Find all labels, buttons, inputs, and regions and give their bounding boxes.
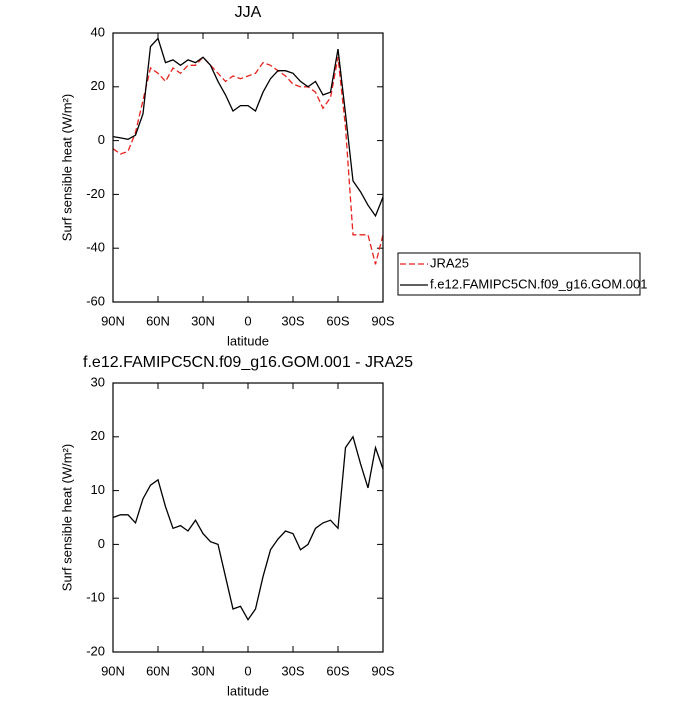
x-tick-label: 90S <box>371 663 394 678</box>
x-axis-label: latitude <box>227 683 269 698</box>
chart-title: f.e12.FAMIPC5CN.f09_g16.GOM.001 - JRA25 <box>83 354 413 371</box>
x-tick-label: 90N <box>101 313 125 328</box>
y-axis-label: Surf sensible heat (W/m²) <box>59 94 74 241</box>
x-tick-label: 30S <box>281 663 304 678</box>
x-tick-label: 30N <box>191 313 215 328</box>
x-tick-label: 90N <box>101 663 125 678</box>
legend-label: JRA25 <box>430 255 469 270</box>
y-tick-label: 30 <box>91 374 105 389</box>
x-tick-label: 60S <box>326 313 349 328</box>
y-tick-label: -40 <box>86 240 105 255</box>
data-line <box>112 37 384 218</box>
data-line <box>112 435 384 621</box>
legend-box <box>397 252 641 296</box>
y-tick-label: 20 <box>91 78 105 93</box>
y-axis-label: Surf sensible heat (W/m²) <box>59 444 74 591</box>
y-tick-label: -20 <box>86 643 105 658</box>
y-tick-label: -60 <box>86 293 105 308</box>
y-tick-label: -20 <box>86 186 105 201</box>
y-tick-label: 0 <box>98 132 105 147</box>
plot-frame <box>112 382 384 653</box>
x-tick-label: 0 <box>244 313 251 328</box>
x-tick-label: 0 <box>244 663 251 678</box>
y-tick-label: 10 <box>91 482 105 497</box>
x-tick-label: 60N <box>146 313 170 328</box>
x-tick-label: 90S <box>371 313 394 328</box>
y-tick-label: 0 <box>98 536 105 551</box>
x-tick-label: 60S <box>326 663 349 678</box>
chart-title: JJA <box>235 4 262 21</box>
x-tick-label: 60N <box>146 663 170 678</box>
y-tick-label: 40 <box>91 24 105 39</box>
x-tick-label: 30S <box>281 313 304 328</box>
y-tick-label: 20 <box>91 428 105 443</box>
data-line <box>112 56 384 265</box>
x-tick-label: 30N <box>191 663 215 678</box>
x-axis-label: latitude <box>227 333 269 348</box>
plot-frame <box>112 32 384 303</box>
y-tick-label: -10 <box>86 590 105 605</box>
legend-label: f.e12.FAMIPC5CN.f09_g16.GOM.001 <box>430 276 648 291</box>
